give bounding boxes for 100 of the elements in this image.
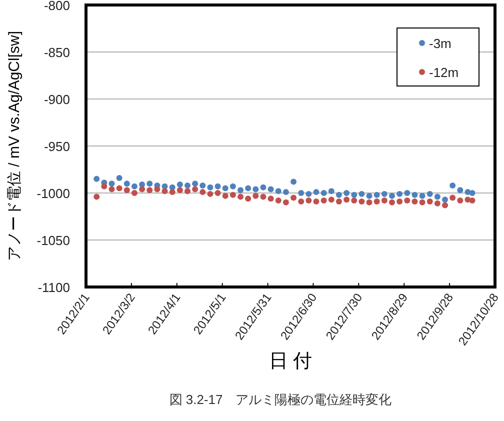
point (275, 198, 282, 204)
point (139, 186, 146, 192)
point (306, 198, 312, 204)
y-tick-label: -1000 (36, 186, 70, 201)
point (434, 200, 440, 206)
point (108, 180, 115, 187)
point (388, 192, 395, 199)
legend-label: -3m (429, 36, 452, 51)
point (192, 186, 198, 192)
point (260, 194, 266, 200)
point (419, 199, 426, 206)
point (116, 174, 122, 181)
point (381, 198, 388, 204)
point (426, 198, 433, 204)
y-tick-label: -800 (44, 0, 70, 13)
y-axis-title: アノード電位 / mV vs.Ag/AgCl[sw] (6, 30, 23, 262)
point (404, 190, 410, 196)
point (313, 189, 320, 196)
point (366, 199, 372, 206)
point (101, 183, 108, 190)
point (268, 196, 274, 202)
point (192, 180, 198, 187)
point (200, 182, 206, 188)
point (442, 196, 448, 203)
point (131, 190, 138, 196)
point (320, 190, 327, 196)
y-tick-label: -1050 (36, 233, 70, 248)
point (184, 188, 190, 194)
point (374, 192, 380, 198)
y-tick-label: -950 (44, 139, 70, 154)
point (412, 192, 418, 198)
caption: 図 3.2-17 アルミ陽極の電位経時変化 (169, 392, 392, 407)
point (374, 198, 380, 204)
point (320, 198, 327, 204)
point (404, 198, 410, 204)
point (358, 198, 365, 204)
point (298, 190, 304, 196)
point (290, 178, 297, 185)
point (176, 187, 183, 194)
point (434, 194, 440, 200)
point (230, 183, 236, 190)
point (200, 189, 206, 196)
y-tick-label: -850 (44, 45, 70, 60)
point (282, 189, 289, 196)
point (169, 189, 176, 196)
point (275, 188, 282, 194)
point (328, 196, 334, 203)
point (469, 190, 476, 196)
point (252, 186, 259, 192)
point (442, 202, 448, 208)
point (457, 187, 464, 194)
point (344, 190, 350, 196)
point (207, 190, 214, 197)
point (245, 196, 252, 202)
point (426, 190, 433, 197)
point (351, 198, 358, 204)
point (222, 192, 228, 199)
point (108, 186, 115, 192)
point (252, 192, 259, 199)
point (214, 183, 221, 190)
point (298, 198, 304, 204)
point (116, 185, 122, 192)
y-tick-label: -900 (44, 92, 70, 107)
point (396, 198, 403, 204)
point (146, 187, 153, 194)
legend-label: -12m (429, 65, 459, 80)
point (450, 194, 456, 201)
point (162, 188, 168, 194)
point (94, 176, 100, 182)
point (290, 194, 297, 201)
point (268, 186, 274, 192)
point (306, 190, 312, 197)
point (457, 198, 464, 204)
point (238, 187, 244, 194)
point (207, 184, 214, 190)
point (260, 184, 266, 190)
point (344, 196, 350, 203)
point (336, 192, 342, 198)
point (412, 198, 418, 204)
point (230, 192, 236, 198)
point (328, 188, 334, 194)
point (146, 180, 153, 187)
point (176, 182, 183, 188)
point (419, 192, 426, 199)
point (313, 198, 320, 204)
point (450, 182, 456, 188)
point (469, 198, 476, 204)
point (358, 190, 365, 197)
point (336, 198, 342, 204)
point (388, 199, 395, 206)
point (154, 186, 160, 192)
y-tick-label: -1100 (38, 280, 70, 295)
point (282, 199, 289, 206)
point (124, 187, 130, 194)
point (381, 190, 388, 197)
point (214, 190, 221, 196)
point (366, 192, 372, 199)
point (222, 185, 228, 192)
point (245, 185, 252, 192)
point (351, 192, 358, 198)
